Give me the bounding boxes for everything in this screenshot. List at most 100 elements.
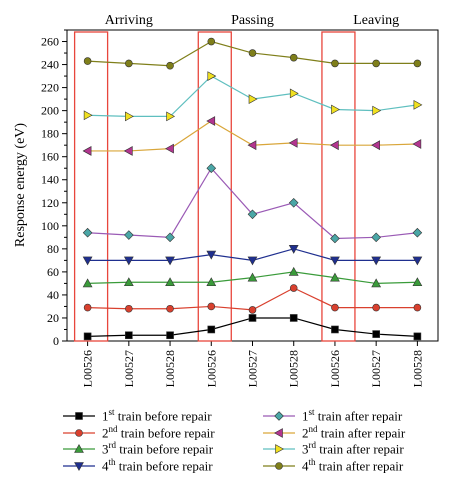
legend-marker <box>75 428 83 437</box>
data-point <box>329 140 339 151</box>
group-boxes: Arriving Passing Leaving <box>73 13 399 342</box>
legend-swatch <box>63 428 95 437</box>
x-tick-label: L00526 <box>204 350 218 387</box>
legend-ordinal: 2 <box>102 425 109 441</box>
x-tick-label: L00528 <box>410 350 424 387</box>
legend-text: train before repair <box>114 408 212 424</box>
y-tick-label: 120 <box>41 196 59 210</box>
legend-item: 4th train after repair <box>262 457 403 474</box>
data-point <box>82 256 93 266</box>
y-tick-label: 140 <box>41 173 59 187</box>
data-point <box>166 111 176 122</box>
data-point <box>412 256 423 266</box>
data-point <box>248 94 258 104</box>
legend-label: 4th train after repair <box>302 457 403 474</box>
y-axis-label: Response energy (eV) <box>13 123 28 247</box>
legend-item: 4th train before repair <box>62 457 213 474</box>
data-point <box>331 104 340 115</box>
legend-ordinal: 1 <box>302 408 309 424</box>
data-point <box>83 110 93 121</box>
group-highlight-box <box>197 31 232 342</box>
legend-swatch <box>63 412 95 420</box>
y-tick-label: 100 <box>41 219 59 233</box>
legend-label: 2nd train after repair <box>302 424 405 441</box>
data-point <box>412 139 422 149</box>
y-tick-label: 180 <box>41 127 59 141</box>
data-point <box>206 116 216 126</box>
legend-marker <box>275 461 283 470</box>
data-point <box>330 272 340 282</box>
series-6 <box>82 116 422 156</box>
data-point <box>288 197 299 208</box>
data-point <box>247 140 257 151</box>
legend-ordinal-suffix: nd <box>308 423 318 434</box>
legend-marker <box>75 412 83 420</box>
legend-ordinal-suffix: st <box>308 407 315 418</box>
data-point <box>371 232 381 243</box>
y-tick-label: 220 <box>41 81 59 95</box>
legend-swatch <box>263 444 295 454</box>
series-3 <box>82 266 423 288</box>
group-label: Arriving <box>105 13 153 28</box>
legend-text: train after repair <box>315 458 404 474</box>
legend-ordinal: 1 <box>102 408 109 424</box>
legend-swatch <box>63 461 95 471</box>
y-tick-label: 40 <box>47 288 59 302</box>
data-point <box>207 71 217 81</box>
legend-marker <box>274 411 284 421</box>
series-4 <box>82 245 423 266</box>
x-tick-label: L00526 <box>81 350 95 387</box>
data-point <box>165 143 174 154</box>
data-point <box>125 59 133 68</box>
data-point <box>331 303 339 312</box>
data-point <box>207 325 216 334</box>
group-highlight-box <box>73 31 109 342</box>
legend-item: 3rd train before repair <box>62 440 213 457</box>
legend-marker <box>74 444 84 453</box>
x-tick-label: L00526 <box>328 350 342 387</box>
y-tick-label: 260 <box>41 35 59 49</box>
legend-swatch <box>63 444 95 453</box>
data-point <box>248 49 257 57</box>
data-point <box>413 99 423 110</box>
data-point <box>206 163 217 174</box>
data-point <box>125 304 133 313</box>
legend-ordinal-suffix: th <box>108 456 116 467</box>
y-tick-label: 60 <box>47 265 59 279</box>
legend-item: 1st train before repair <box>62 407 212 424</box>
legend-ordinal-suffix: rd <box>308 440 317 451</box>
data-point <box>412 277 423 287</box>
legend-ordinal-suffix: th <box>308 456 316 467</box>
data-point <box>207 37 216 46</box>
y-tick-label: 20 <box>47 311 59 325</box>
data-point <box>288 266 299 276</box>
x-tick-label: L00527 <box>246 350 260 387</box>
data-point <box>371 278 382 288</box>
data-point <box>331 325 339 334</box>
data-point <box>413 303 422 312</box>
x-tick-label: L00528 <box>163 350 177 387</box>
legend-text: train before repair <box>115 458 213 474</box>
data-point <box>207 302 216 311</box>
series-8 <box>83 37 422 70</box>
legend-ordinal-suffix: st <box>108 407 115 418</box>
legend-text: train after repair <box>316 441 404 457</box>
data-point <box>413 332 422 341</box>
data-point <box>124 230 134 240</box>
legend-item: 1st train after repair <box>262 407 402 424</box>
data-point <box>248 306 257 314</box>
legend-label: 3rd train before repair <box>102 440 213 457</box>
data-point <box>371 140 380 151</box>
data-point <box>288 245 299 254</box>
data-point <box>165 277 175 287</box>
data-point <box>248 314 257 322</box>
legend-label: 4th train before repair <box>102 457 213 474</box>
legend-marker <box>274 427 283 438</box>
data-point <box>289 88 299 99</box>
x-tick-label: L00527 <box>369 350 383 387</box>
legend-label: 1st train before repair <box>102 407 212 424</box>
plot-frame <box>66 29 439 342</box>
data-point <box>247 256 258 266</box>
series-line <box>87 167 418 240</box>
